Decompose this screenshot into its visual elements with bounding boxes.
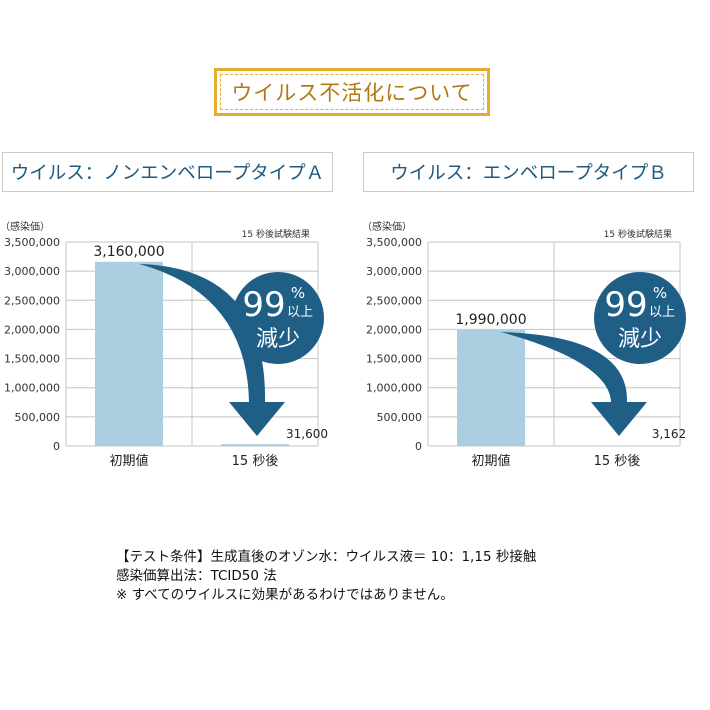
badge-above: 以上 <box>287 305 313 320</box>
y-tick-label: 2,000,000 <box>366 323 422 336</box>
panel-title-b: ウイルス：エンベロープタイプＢ <box>363 152 694 192</box>
x-tick-label: 15 秒後 <box>232 454 279 469</box>
arrow-icon <box>501 332 647 436</box>
badge-reduction: 減少 <box>256 327 300 352</box>
footnote-test-conditions: 【テスト条件】生成直後のオゾン水：ウイルス液＝ 10：1,15 秒接触 <box>116 549 537 565</box>
x-tick-label: 初期値 <box>109 453 148 469</box>
x-tick-label: 15 秒後 <box>594 454 641 469</box>
footnote-disclaimer: ※ すべてのウイルスに効果があるわけではありません。 <box>116 587 454 603</box>
y-tick-label: 2,000,000 <box>4 323 60 336</box>
bar <box>457 330 525 446</box>
chart-b: （感染価） 15 秒後試験結果 3,500,000 3,000,000 2,500,00… <box>362 220 686 469</box>
badge-value: 99 <box>242 285 285 325</box>
y-axis-label: （感染価） <box>0 220 50 233</box>
data-label: 1,990,000 <box>455 312 526 328</box>
data-label: 3,160,000 <box>93 244 164 260</box>
y-axis-label: （感染価） <box>362 220 412 233</box>
reduction-badge <box>232 272 324 364</box>
footnote-method: 感染価算出法：TCID50 法 <box>116 568 277 584</box>
badge-percent: % <box>291 284 305 302</box>
y-tick-label: 500,000 <box>377 411 423 424</box>
reduction-badge <box>594 272 686 364</box>
data-label: 3,162 <box>652 427 686 441</box>
y-tick-label: 3,000,000 <box>4 265 60 278</box>
y-tick-label: 1,500,000 <box>366 353 422 366</box>
y-tick-label: 3,500,000 <box>366 236 422 249</box>
panel-title-a: ウイルス：ノンエンベロープタイプＡ <box>2 152 333 192</box>
bar <box>221 444 289 446</box>
y-tick-label: 2,500,000 <box>4 294 60 307</box>
y-tick-label: 0 <box>415 440 422 453</box>
y-tick-label: 0 <box>53 440 60 453</box>
result-caption: 15 秒後試験結果 <box>242 228 310 240</box>
y-tick-label: 1,000,000 <box>4 382 60 395</box>
badge-value: 99 <box>604 285 647 325</box>
y-tick-label: 3,500,000 <box>4 236 60 249</box>
y-tick-label: 3,000,000 <box>366 265 422 278</box>
badge-reduction: 減少 <box>618 327 662 352</box>
chart-a: （感染価） 15 秒後試験結果 3,500,000 3,000,000 2,500,00… <box>0 220 328 469</box>
badge-above: 以上 <box>649 305 675 320</box>
y-tick-label: 500,000 <box>15 411 61 424</box>
page-title: ウイルス不活化について <box>220 74 484 110</box>
x-tick-label: 初期値 <box>471 453 510 469</box>
result-caption: 15 秒後試験結果 <box>604 228 672 240</box>
y-tick-label: 1,500,000 <box>4 353 60 366</box>
badge-percent: % <box>653 284 667 302</box>
title-frame: ウイルス不活化について <box>214 68 490 116</box>
bar <box>95 261 163 446</box>
y-tick-label: 1,000,000 <box>366 382 422 395</box>
footnote: 【テスト条件】生成直後のオゾン水：ウイルス液＝ 10：1,15 秒接触 感染価算… <box>116 548 536 605</box>
y-tick-label: 2,500,000 <box>366 294 422 307</box>
data-label: 31,600 <box>286 427 328 441</box>
